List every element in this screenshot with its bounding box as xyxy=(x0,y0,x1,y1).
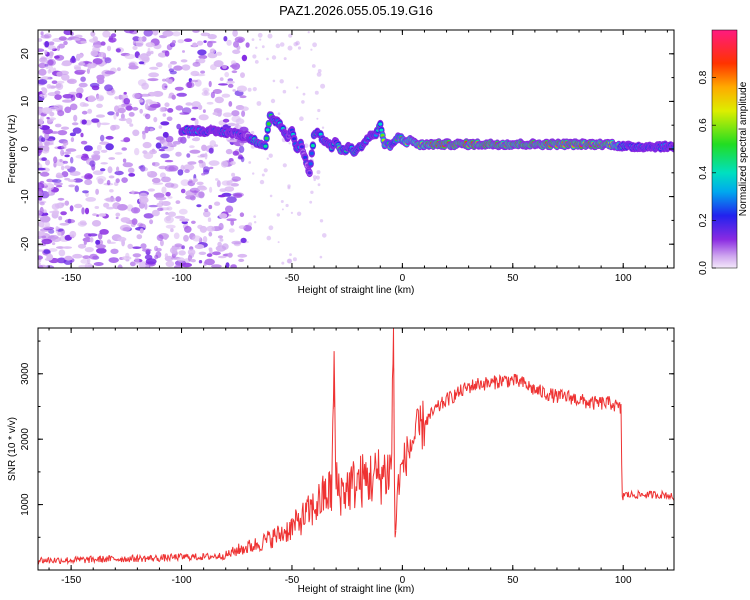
colorbar: 0.0 0.2 0.4 0.6 0.8 Normalized spectral ampl… xyxy=(698,29,749,275)
snr-ytick-label: 1000 xyxy=(20,493,31,516)
colorbar-tick-label: 0.6 xyxy=(698,118,709,132)
snr-xtick-label: 0 xyxy=(400,575,406,586)
spectrogram-xtick-label: -150 xyxy=(61,273,81,284)
snr-xtick-label: -150 xyxy=(61,575,81,586)
spectrogram-ytick-label: 20 xyxy=(20,48,31,60)
spectrogram-xtick-label: 0 xyxy=(400,273,406,284)
snr-ytick-label: 2000 xyxy=(20,428,31,451)
spectrogram-xtick-label: 100 xyxy=(615,273,632,284)
spectrogram-xlabel: Height of straight line (km) xyxy=(298,285,415,296)
snr-panel: -150 -100 -50 0 50 100 1000 2000 3000 Height of … xyxy=(7,327,675,595)
colorbar-ticks: 0.0 0.2 0.4 0.6 0.8 xyxy=(698,70,716,275)
snr-xlabel: Height of straight line (km) xyxy=(298,584,415,595)
snr-axes: -150 -100 -50 0 50 100 1000 2000 3000 xyxy=(20,328,674,586)
spectral-ridge xyxy=(178,111,674,178)
snr-ytick-label: 3000 xyxy=(20,362,31,385)
colorbar-label: Normalized spectral amplitude xyxy=(738,81,749,216)
spectrogram-xtick-label: -50 xyxy=(285,273,300,284)
spectrogram-xtick-label: 50 xyxy=(507,273,519,284)
snr-xtick-label: 50 xyxy=(507,575,519,586)
colorbar-tick-label: 0.8 xyxy=(698,70,709,84)
snr-xtick-label: -100 xyxy=(172,575,192,586)
snr-frame xyxy=(37,327,675,571)
snr-plot-area xyxy=(38,328,674,570)
colorbar-tick-label: 0.0 xyxy=(698,261,709,275)
snr-xtick-label: 100 xyxy=(615,575,632,586)
colorbar-gradient xyxy=(711,29,738,269)
spectrogram-content xyxy=(38,30,674,268)
spectrogram-ytick-label: -10 xyxy=(20,189,31,204)
figure-title: PAZ1.2026.055.05.19.G16 xyxy=(279,3,433,18)
spectrogram-xtick-label: -100 xyxy=(172,273,192,284)
snr-ylabel: SNR (10 * v/v) xyxy=(7,417,18,481)
spectrogram-ytick-label: 10 xyxy=(20,95,31,107)
colorbar-tick-label: 0.4 xyxy=(698,165,709,179)
snr-series-line xyxy=(38,328,674,566)
colorbar-tick-label: 0.2 xyxy=(698,213,709,227)
noise-speckle xyxy=(38,30,327,268)
snr-xtick-label: -50 xyxy=(285,575,300,586)
spectrogram-ytick-label: -20 xyxy=(20,237,31,252)
spectrogram-ytick-label: 0 xyxy=(20,146,31,152)
spectrogram-ylabel: Frequency (Hz) xyxy=(7,115,18,184)
